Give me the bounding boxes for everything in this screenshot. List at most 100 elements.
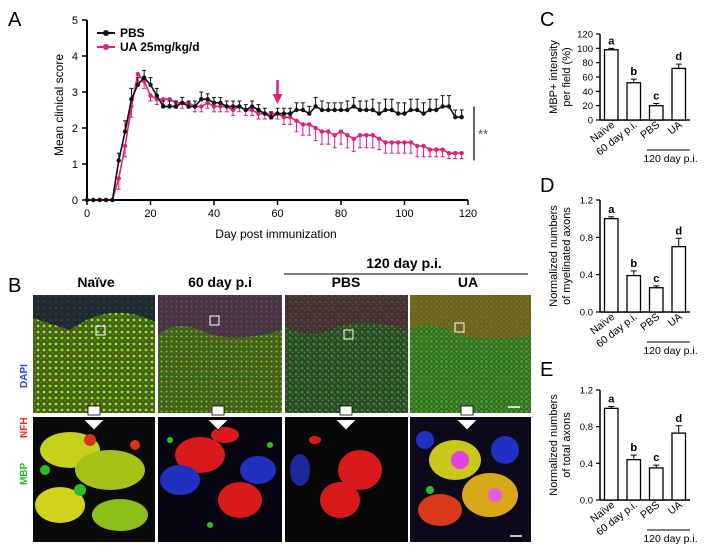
chart-a-point — [383, 140, 388, 145]
chart-a-point — [446, 151, 452, 156]
chart-a-point — [440, 147, 445, 152]
chart-a-point — [357, 133, 363, 138]
chart-c-ytick-label: 60 — [582, 73, 593, 84]
chart-d-bar — [626, 274, 642, 313]
micrograph-bottom-naive — [33, 417, 155, 542]
micrograph-top-60-day — [158, 295, 282, 413]
chart-a-ytick-label: 5 — [72, 15, 78, 27]
chart-a-point — [376, 136, 382, 141]
chart-a-point — [446, 104, 452, 109]
chart-a-point — [300, 107, 306, 113]
panel-letter-b: B — [8, 275, 21, 297]
chart-a-point — [389, 140, 394, 145]
chart-a-point — [313, 125, 318, 131]
chart-a-point — [205, 97, 210, 102]
micrograph-title-pbs: PBS — [332, 274, 361, 290]
micrograph-top-naive — [33, 295, 155, 413]
micrograph-top-ua — [410, 295, 531, 413]
chart-a-point — [307, 111, 312, 116]
chart-e-ytick-label: 0.4 — [580, 459, 593, 470]
chart-a-point — [97, 197, 102, 203]
chart-e-significance-letter: d — [675, 413, 682, 425]
chart-a-point — [122, 129, 128, 134]
chart-a-point — [199, 97, 204, 102]
chart-e-ylabel: Normalized numbersof total axons — [548, 394, 573, 496]
chart-a-point — [345, 133, 350, 138]
chart-d-bar — [648, 287, 664, 313]
zoom-connector-naive — [83, 405, 105, 431]
micrograph-bottom-ua — [410, 417, 531, 542]
micrograph-bottom-pbs — [285, 417, 408, 542]
panel-letter-d: D — [540, 175, 554, 197]
zoom-connector-60-day — [207, 405, 229, 431]
chart-a-point — [249, 107, 255, 113]
chart-a-ytick-label: 3 — [72, 87, 78, 99]
chart-a-xtick-label: 60 — [271, 208, 283, 220]
chart-a-xlabel: Day post immunization — [215, 227, 336, 241]
chart-a-point — [288, 115, 293, 120]
chart-a-xtick-label: 120 — [459, 208, 477, 220]
chart-a-point — [256, 111, 261, 116]
bar-chart-e: Normalized numbersof total axons 0.0 0.4 0.… — [548, 386, 698, 546]
chart-a-point — [402, 140, 407, 145]
chart-c-ytick-label: 80 — [582, 58, 593, 69]
chart-a-point — [364, 133, 369, 138]
chart-a-point — [383, 107, 388, 113]
chart-a-point — [313, 104, 318, 109]
chart-a-point — [332, 107, 337, 113]
chart-d-significance-letter: d — [675, 225, 682, 237]
chart-d-bar — [671, 246, 687, 313]
chart-d-significance-letter: b — [630, 258, 637, 270]
chart-a-point — [338, 129, 344, 134]
chart-c-bar — [603, 49, 619, 121]
chart-e-ytick-label: 1.2 — [580, 386, 593, 397]
chart-c-significance-letter: c — [653, 91, 659, 103]
chart-a-point — [440, 104, 445, 109]
chart-e-significance-letter: a — [608, 394, 615, 406]
panel-letter-e: E — [540, 359, 553, 381]
chart-a-point — [211, 100, 217, 106]
chart-a-point — [256, 107, 261, 113]
zoom-connector-pbs — [335, 405, 357, 431]
chart-a-series-ua — [84, 71, 464, 203]
chart-a-xtick-label: 40 — [208, 208, 220, 220]
chart-a-legend-marker — [103, 30, 109, 36]
chart-a-point — [300, 122, 306, 127]
micrograph-group-label: 120 day p.i. — [366, 255, 441, 271]
chart-a-xtick-label: 0 — [84, 208, 90, 220]
stain-label-dapi: DAPI — [19, 364, 30, 388]
chart-a-point — [141, 79, 147, 84]
chart-e-group-label: 120 day p.i. — [643, 533, 697, 545]
micrograph-bottom-60-day — [158, 417, 282, 542]
chart-d-ytick-label: 1.2 — [580, 196, 593, 207]
chart-d-ytick-label: 0.8 — [580, 233, 593, 244]
chart-a-point — [262, 111, 267, 116]
line-chart-a: Mean clinical score Day post immunizatio… — [52, 15, 488, 241]
chart-a-point — [364, 107, 369, 113]
chart-e-ytick-label: 0.0 — [580, 496, 593, 507]
chart-e-ytick-label: 0.8 — [580, 422, 593, 433]
panel-letter-c: C — [540, 9, 554, 31]
chart-d-ytick-label: 0.0 — [580, 308, 593, 319]
chart-c-ytick-label: 120 — [577, 30, 593, 41]
chart-a-legend-label: UA 25mg/kg/d — [120, 40, 200, 54]
panel-letter-a: A — [8, 9, 22, 31]
bar-chart-d: Normalized numbersof myelinated axons 0.0… — [548, 196, 698, 358]
chart-e-significance-letter: b — [630, 442, 637, 454]
chart-a-ytick-label: 2 — [72, 123, 78, 135]
chart-a-point — [307, 122, 312, 127]
chart-a-point — [453, 115, 458, 120]
chart-a-point — [199, 104, 204, 109]
chart-a-point — [243, 107, 248, 113]
chart-a-point — [332, 133, 337, 138]
chart-a-point — [281, 115, 287, 120]
bar-chart-c: MBP+ intensityper field (%) 0 20 40 60 80 100 1… — [548, 30, 698, 166]
chart-c-category-label: PBS — [638, 119, 662, 141]
chart-a-point — [205, 100, 210, 106]
chart-a-point — [326, 107, 331, 113]
chart-c-ytick-label: 20 — [582, 101, 593, 112]
chart-d-group-label: 120 day p.i. — [643, 345, 697, 357]
chart-a-point — [294, 107, 299, 113]
chart-a-point — [351, 104, 356, 109]
